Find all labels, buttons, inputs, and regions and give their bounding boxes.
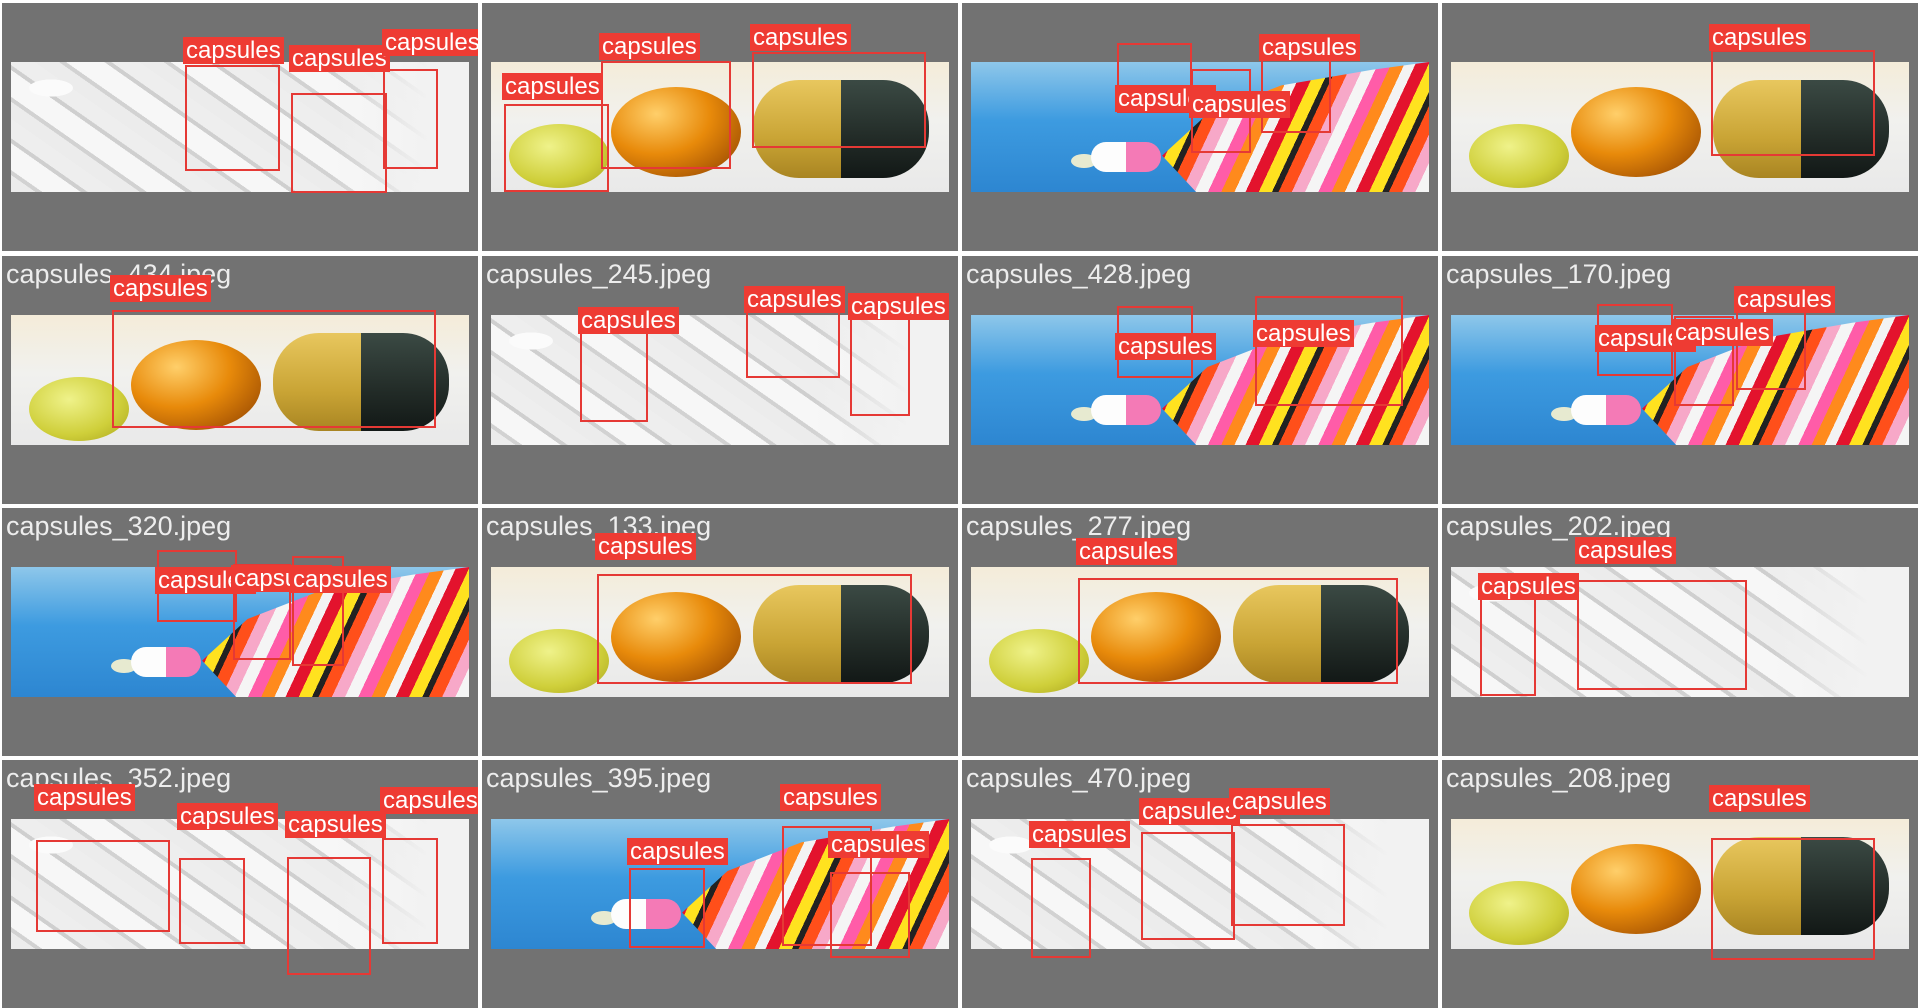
detection-box [1141, 832, 1235, 940]
detection-box [1231, 824, 1345, 926]
image-tile: capsules_428.jpeg capsules capsules [962, 256, 1438, 504]
detection-box [580, 320, 648, 422]
detection-label: capsules [828, 831, 929, 858]
detection-box [185, 65, 280, 171]
detection-box [1736, 304, 1806, 390]
detection-label: capsules [1139, 798, 1240, 825]
detection-box [1674, 316, 1734, 406]
detection-label: capsules [578, 307, 679, 334]
detection-box [36, 840, 170, 932]
tile-filename: capsules_395.jpeg [486, 763, 712, 793]
detection-label: capsules [1115, 333, 1216, 360]
detection-box [1255, 296, 1403, 406]
detection-box [291, 93, 387, 193]
capsules-photo [11, 315, 469, 445]
detection-label: capsules [285, 811, 386, 838]
detection-box [752, 52, 926, 148]
tile-filename: capsules_470.jpeg [966, 763, 1192, 793]
detection-label: capsules [290, 566, 391, 593]
detection-label: capsules [382, 29, 478, 56]
detection-box [1711, 838, 1875, 960]
detection-label: capsules [289, 45, 390, 72]
tile-filename: capsules_170.jpeg [1446, 259, 1672, 289]
detection-label: capsules [1672, 319, 1773, 346]
detection-label: capsules [744, 286, 845, 313]
detection-box [287, 857, 371, 975]
image-tile: capsules_208.jpeg capsules [1442, 760, 1918, 1008]
tile-filename: capsules_245.jpeg [486, 259, 712, 289]
detection-label: capsules [1478, 573, 1579, 600]
detection-box [601, 61, 731, 169]
detection-label: capsules [848, 293, 949, 320]
image-tile: capsules [1442, 3, 1918, 251]
detection-box [292, 556, 344, 666]
image-tile: capsules_277.jpeg capsules [962, 508, 1438, 756]
image-tile: capsules_202.jpeg capsules capsules [1442, 508, 1918, 756]
detection-box [383, 69, 438, 169]
detection-label: capsules [1709, 785, 1810, 812]
detection-label: capsules [34, 784, 135, 811]
capsules-photo [971, 62, 1429, 192]
detection-box [850, 318, 910, 416]
detection-label: capsules [1229, 788, 1330, 815]
detection-box [1031, 858, 1091, 958]
detection-label: capsules [1734, 286, 1835, 313]
detection-label: capsules [110, 275, 211, 302]
image-tile: capsules capsules capsules [962, 3, 1438, 251]
detection-box [1711, 50, 1875, 156]
detection-label: capsules [1076, 538, 1177, 565]
detection-box [830, 872, 910, 958]
detection-label: capsules [502, 73, 603, 100]
tile-filename: capsules_428.jpeg [966, 259, 1192, 289]
detection-box [382, 838, 438, 944]
capsules-photo [971, 567, 1429, 697]
image-tile: capsules_470.jpeg capsules capsules capsule… [962, 760, 1438, 1008]
image-tile: capsules_320.jpeg capsules capsules capsule… [2, 508, 478, 756]
capsules-photo [971, 315, 1429, 445]
detection-label: capsules [595, 533, 696, 560]
detection-box [597, 574, 912, 684]
image-tile: capsules capsules capsules [2, 3, 478, 251]
detection-label: capsules [599, 33, 700, 60]
capsules-photo [491, 315, 949, 445]
detection-box [782, 826, 872, 946]
detection-label: capsules [1259, 34, 1360, 61]
detection-label: capsules [1189, 91, 1290, 118]
detection-box [504, 104, 609, 192]
image-tile: capsules_245.jpeg capsules capsules capsule… [482, 256, 958, 504]
capsules-photo [11, 62, 469, 192]
capsules-photo [491, 567, 949, 697]
detection-box [1577, 580, 1747, 690]
detection-label: capsules [177, 803, 278, 830]
detection-label: capsules [1253, 320, 1354, 347]
detection-label: capsules [183, 37, 284, 64]
detection-label: capsules [1709, 24, 1810, 51]
tile-filename: capsules_208.jpeg [1446, 763, 1672, 793]
capsules-photo [971, 819, 1429, 949]
image-tile: capsules_352.jpeg capsules capsules capsule… [2, 760, 478, 1008]
detection-label: capsules [1575, 537, 1676, 564]
detection-label: capsules [1029, 821, 1130, 848]
detection-box [746, 310, 840, 378]
image-tile: capsules capsules capsules [482, 3, 958, 251]
image-tile: capsules_170.jpeg capsules capsules capsule… [1442, 256, 1918, 504]
detection-label: capsules [750, 24, 851, 51]
image-tile: capsules_395.jpeg capsules capsules capsule… [482, 760, 958, 1008]
image-tile: capsules_434.jpeg capsules [2, 256, 478, 504]
detection-label: capsules [780, 784, 881, 811]
capsules-photo [1451, 62, 1909, 192]
tile-filename: capsules_320.jpeg [6, 511, 232, 541]
tile-filename: capsules_202.jpeg [1446, 511, 1672, 541]
detection-label: capsules [627, 838, 728, 865]
detection-box [1078, 578, 1398, 684]
image-tile: capsules_133.jpeg capsules [482, 508, 958, 756]
detection-box [629, 868, 705, 948]
detection-box [179, 858, 245, 944]
detection-label: capsules [380, 787, 478, 814]
detection-box [112, 310, 436, 428]
capsules-photo [1451, 819, 1909, 949]
tile-filename: capsules_277.jpeg [966, 511, 1192, 541]
